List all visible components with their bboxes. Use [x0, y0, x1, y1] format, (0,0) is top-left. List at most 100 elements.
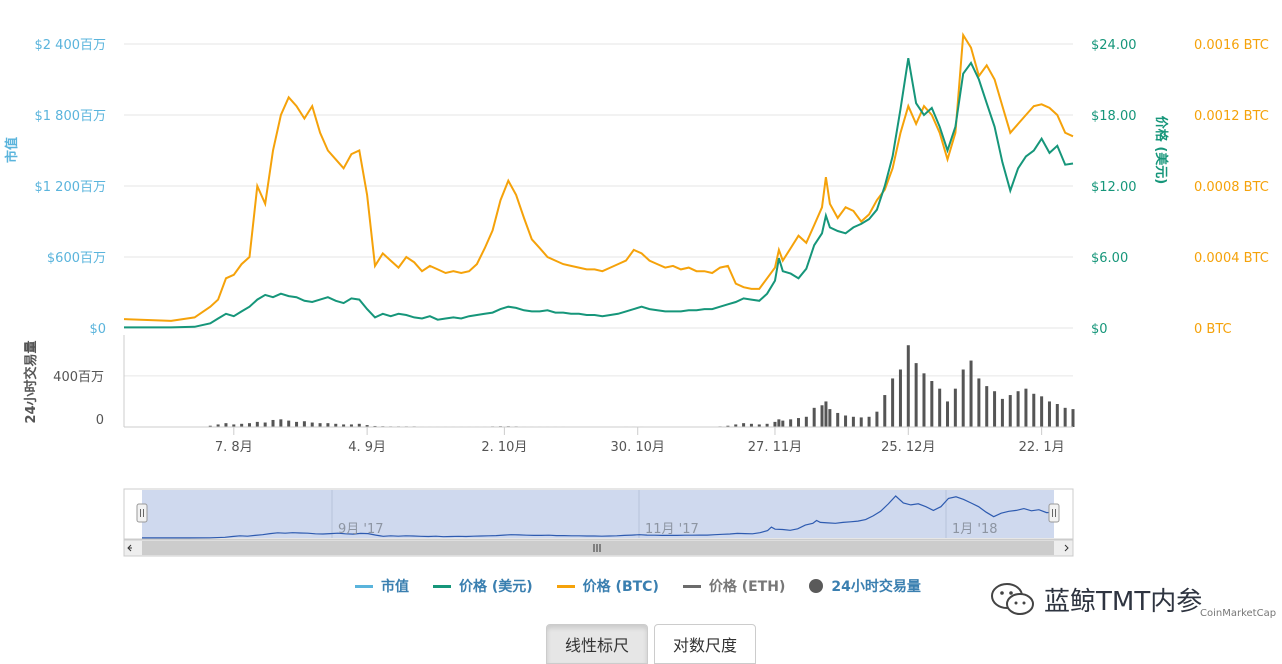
- legend-item-volume[interactable]: 24小时交易量: [809, 576, 920, 596]
- x-tick-label: 30. 10月: [611, 440, 665, 455]
- x-tick-label: 4. 9月: [348, 440, 386, 455]
- volume-bar: [915, 363, 918, 427]
- volume-bar: [303, 421, 306, 427]
- volume-bar: [256, 422, 259, 427]
- volume-bar: [836, 413, 839, 427]
- legend-label: 价格 (ETH): [709, 576, 786, 596]
- legend-item-price-usd[interactable]: 价格 (美元): [433, 576, 533, 596]
- volume-bar: [742, 423, 745, 427]
- x-tick-label: 2. 10月: [481, 440, 527, 455]
- volume-bar: [962, 370, 965, 428]
- legend-label: 市值: [381, 576, 409, 596]
- volume-bar: [777, 419, 780, 427]
- btc-tick-label: 0.0012 BTC: [1194, 109, 1269, 124]
- volume-bar: [248, 423, 251, 427]
- volume-bar: [993, 391, 996, 427]
- volume-bar: [946, 401, 949, 427]
- volume-bar: [907, 345, 910, 427]
- volume-bar: [824, 401, 827, 427]
- main-grid: [124, 44, 1073, 328]
- volume-bar: [805, 417, 808, 427]
- volume-bar: [930, 381, 933, 427]
- navigator-label: 1月 '18: [952, 522, 998, 537]
- legend-dot-icon: [809, 579, 823, 593]
- volume-bar: [272, 420, 275, 427]
- volume-bar: [828, 409, 831, 427]
- navigator[interactable]: 9月 '17 11月 '17 1月 '18: [124, 489, 1073, 556]
- volume-bar: [797, 418, 800, 427]
- usd-tick-label: $24.00: [1091, 38, 1137, 53]
- marketcap-tick-label: $2 400百万: [35, 38, 107, 53]
- volume-bar: [773, 422, 776, 427]
- legend-item-marketcap[interactable]: 市值: [355, 576, 409, 596]
- usd-tick-label: $18.00: [1091, 109, 1137, 124]
- volume-bar: [1017, 391, 1020, 427]
- legend-label: 价格 (美元): [459, 576, 533, 596]
- marketcap-tick-label: $1 200百万: [35, 180, 107, 195]
- legend-label: 24小时交易量: [831, 576, 920, 596]
- volume-bar: [1056, 404, 1059, 427]
- watermark-text: 蓝鲸TMT内参: [1044, 581, 1202, 618]
- volume-bar: [781, 421, 784, 427]
- volume-bar: [852, 417, 855, 427]
- usd-price-axis: $24.00$18.00$12.00$6.00$0: [1091, 38, 1137, 337]
- volume-bar: [954, 389, 957, 427]
- volume-bar: [789, 419, 792, 427]
- volume-bar: [899, 370, 902, 428]
- volume-bar: [1064, 408, 1067, 427]
- navigator-label: 11月 '17: [645, 522, 699, 537]
- navigator-selection[interactable]: [142, 490, 1054, 538]
- volume-bar: [295, 422, 298, 427]
- btc-tick-label: 0.0008 BTC: [1194, 180, 1269, 195]
- x-tick-label: 7. 8月: [215, 440, 253, 455]
- volume-bar: [821, 405, 824, 427]
- volume-series: [209, 345, 1075, 427]
- volume-bar: [1009, 395, 1012, 427]
- marketcap-tick-label: $1 800百万: [35, 109, 107, 124]
- navigator-handle-left[interactable]: [137, 504, 147, 522]
- navigator-handle-right[interactable]: [1049, 504, 1059, 522]
- watermark: 蓝鲸TMT内参: [990, 580, 1202, 618]
- volume-bar: [844, 416, 847, 428]
- x-tick-label: 27. 11月: [748, 440, 802, 455]
- linear-scale-button[interactable]: 线性标尺: [546, 624, 648, 664]
- volume-bar: [1024, 389, 1027, 427]
- marketcap-axis: $2 400百万$1 800百万$1 200百万$600百万$0: [35, 38, 107, 337]
- volume-axis-title: 24小时交易量: [23, 340, 39, 423]
- volume-bar: [977, 378, 980, 427]
- legend-item-price-btc[interactable]: 价格 (BTC): [557, 576, 659, 596]
- volume-bar: [970, 361, 973, 427]
- marketcap-tick-label: $0: [89, 322, 106, 337]
- legend-item-price-eth[interactable]: 价格 (ETH): [683, 576, 786, 596]
- legend-line-icon: [433, 585, 451, 588]
- volume-bar: [287, 421, 290, 427]
- btc-price-axis: 0.0016 BTC 0.0012 BTC 0.0008 BTC 0.0004 BTC…: [1194, 38, 1269, 337]
- marketcap-axis-title: 市值: [4, 137, 20, 163]
- chart-legend: 市值 价格 (美元) 价格 (BTC) 价格 (ETH) 24小时交易量: [355, 575, 921, 597]
- usd-tick-label: $0: [1091, 322, 1108, 337]
- volume-tick-label: 0: [96, 413, 104, 428]
- volume-bar: [1032, 394, 1035, 427]
- log-scale-button[interactable]: 对数尺度: [654, 624, 756, 664]
- wechat-icon: [990, 580, 1036, 618]
- legend-label: 价格 (BTC): [583, 576, 659, 596]
- x-tick-label: 25. 12月: [881, 440, 935, 455]
- volume-bar: [860, 417, 863, 427]
- legend-line-icon: [557, 585, 575, 588]
- btc-tick-label: 0.0004 BTC: [1194, 251, 1269, 266]
- btc-tick-label: 0.0016 BTC: [1194, 38, 1269, 53]
- volume-bar: [868, 417, 871, 427]
- volume-bar: [319, 423, 322, 427]
- usd-tick-label: $12.00: [1091, 180, 1137, 195]
- volume-bar: [311, 423, 314, 427]
- volume-tick-label: 400百万: [53, 370, 104, 385]
- series-line-btc: [124, 35, 1073, 321]
- watermark-sub: CoinMarketCap: [1200, 608, 1276, 619]
- volume-bar: [985, 386, 988, 427]
- scrollbar-thumb[interactable]: [142, 541, 1054, 555]
- navigator-label: 9月 '17: [338, 522, 384, 537]
- legend-line-icon: [683, 585, 701, 588]
- scale-toggle: 线性标尺 对数尺度: [546, 624, 756, 664]
